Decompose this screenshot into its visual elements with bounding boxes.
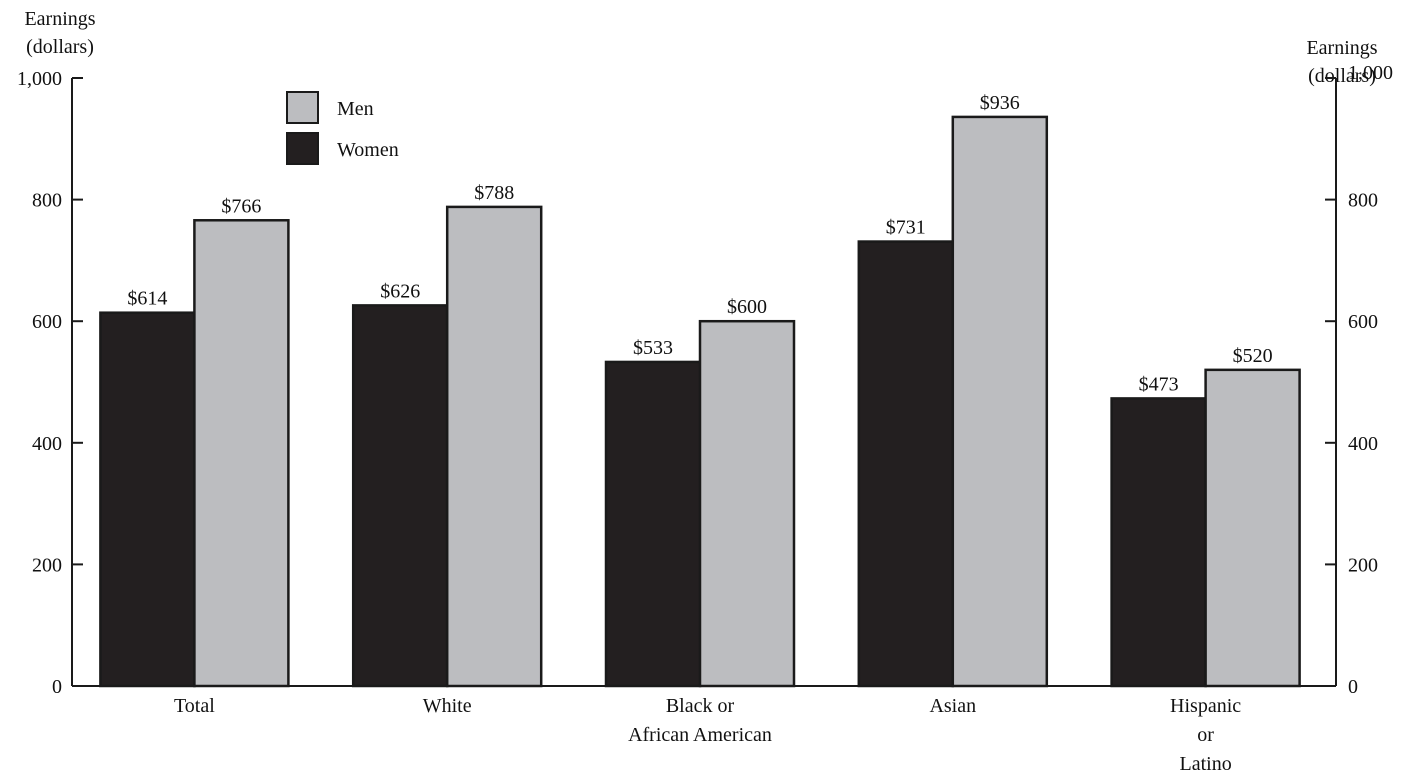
x-category-label: Hispanic bbox=[1170, 695, 1241, 717]
bar-men bbox=[951, 115, 1049, 688]
legend-label-women: Women bbox=[337, 139, 399, 161]
right-y-tick-label: 400 bbox=[1348, 433, 1378, 455]
bar-women bbox=[857, 240, 955, 688]
bar-value-label: $788 bbox=[474, 182, 514, 204]
left-ylabel-line-2: (dollars) bbox=[26, 36, 94, 58]
left-y-tick-label: 0 bbox=[52, 676, 62, 698]
right-y-tick-label: 600 bbox=[1348, 311, 1378, 333]
right-y-tick-label: 800 bbox=[1348, 190, 1378, 212]
right-y-tick-label: 200 bbox=[1348, 554, 1378, 576]
x-category-label: African American bbox=[628, 724, 772, 746]
left-ylabel-line-1: Earnings bbox=[24, 8, 95, 30]
bar-value-label: $936 bbox=[980, 92, 1020, 114]
right-ylabel-line-1: Earnings bbox=[1306, 37, 1377, 59]
x-category-label: or bbox=[1197, 724, 1214, 746]
left-y-tick-label: 800 bbox=[32, 190, 62, 212]
left-y-tick-label: 200 bbox=[32, 554, 62, 576]
bar-men bbox=[1204, 368, 1301, 688]
left-y-tick-label: 600 bbox=[32, 311, 62, 333]
bar-women bbox=[604, 360, 702, 688]
bar-value-label: $520 bbox=[1233, 345, 1273, 367]
bar-value-label: $473 bbox=[1139, 373, 1179, 395]
x-category-label: Total bbox=[174, 695, 215, 717]
bar-women bbox=[351, 304, 449, 688]
bar-men bbox=[698, 319, 796, 688]
legend-swatch-women bbox=[286, 132, 319, 165]
legend-swatch-men bbox=[286, 91, 319, 124]
bar-value-label: $626 bbox=[380, 280, 420, 302]
x-category-label: Asian bbox=[929, 695, 976, 717]
bar-value-label: $533 bbox=[633, 337, 673, 359]
right-ylabel-line-2: (dollars) bbox=[1308, 65, 1376, 87]
bar-men bbox=[445, 205, 543, 688]
legend-label-men: Men bbox=[337, 98, 374, 120]
left-y-tick-label: 400 bbox=[32, 433, 62, 455]
bar-value-label: $614 bbox=[127, 288, 167, 310]
x-category-label: Latino bbox=[1179, 753, 1231, 774]
bar-men bbox=[193, 219, 290, 688]
right-y-tick-label: 0 bbox=[1348, 676, 1358, 698]
right-y-tick-label: 1,000 bbox=[1348, 62, 1393, 84]
bar-women bbox=[1110, 397, 1207, 688]
bar-value-label: $600 bbox=[727, 296, 767, 318]
x-category-label: Black or bbox=[666, 695, 735, 717]
x-category-label: White bbox=[423, 695, 472, 717]
bar-women bbox=[99, 311, 196, 688]
bar-value-label: $731 bbox=[886, 217, 926, 239]
left-y-tick-label: 1,000 bbox=[17, 68, 62, 90]
bar-value-label: $766 bbox=[221, 195, 261, 217]
